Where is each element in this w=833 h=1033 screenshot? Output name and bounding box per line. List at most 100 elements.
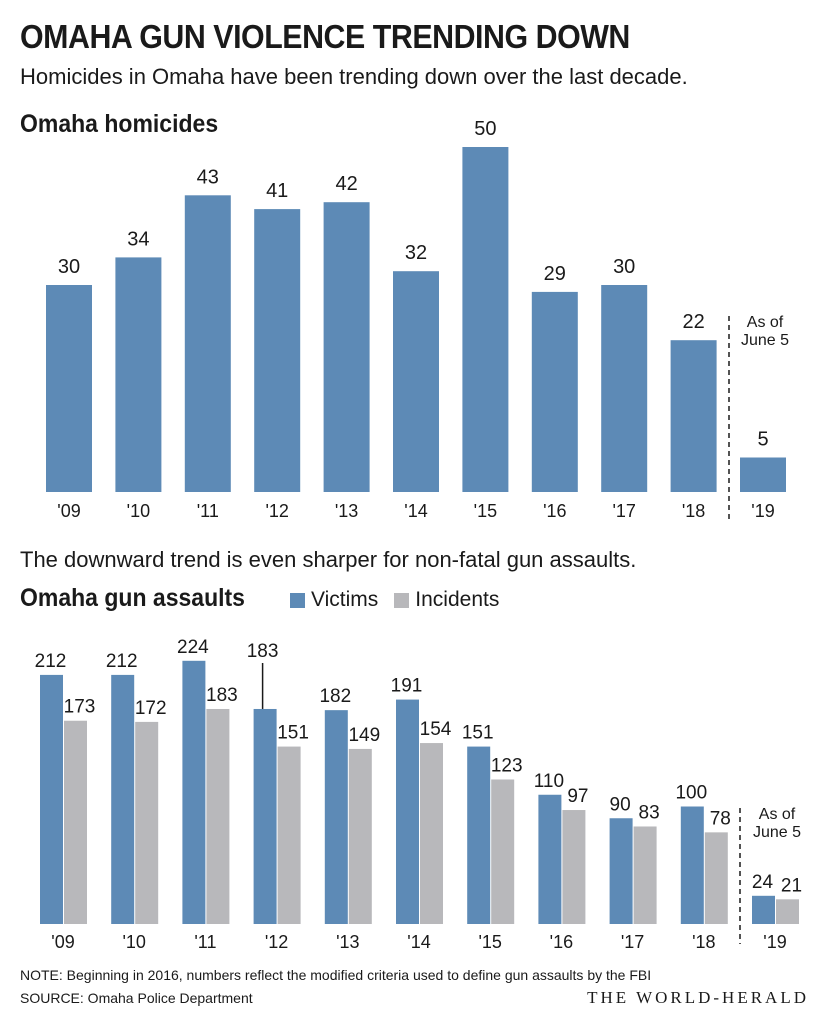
assault-victims-bar-14	[396, 699, 419, 924]
assault-incidents-value-label: 173	[64, 697, 96, 718]
assault-tick-label: '16	[550, 932, 573, 952]
assault-victims-value-label: 212	[35, 651, 67, 672]
assault-incidents-bar-17	[633, 826, 657, 924]
homicide-tick-label: '10	[127, 501, 150, 521]
assault-incidents-bar-13	[348, 748, 372, 924]
legend-victims: Victims	[290, 588, 378, 612]
legend-victims-label: Victims	[311, 588, 379, 611]
assault-incidents-value-label: 172	[135, 698, 167, 719]
assault-incidents-bar-15	[491, 779, 515, 924]
assault-victims-bar-16	[538, 794, 562, 924]
homicide-bar-17	[601, 285, 648, 492]
assaults-legend: Victims Incidents	[290, 588, 507, 612]
homicide-bar-10	[115, 257, 162, 492]
homicide-tick-label: '14	[404, 501, 427, 521]
assault-victims-bar-17	[609, 818, 633, 924]
assault-incidents-value-label: 149	[348, 725, 380, 746]
assault-incidents-value-label: 97	[567, 786, 588, 807]
legend-incidents-swatch	[394, 592, 410, 608]
footnote: NOTE: Beginning in 2016, numbers reflect…	[20, 967, 652, 983]
assault-incidents-bar-09	[64, 720, 87, 924]
homicide-bar-14	[393, 271, 439, 492]
assault-victims-value-label: 100	[675, 783, 707, 804]
assault-victims-value-label: 110	[534, 771, 564, 792]
assault-victims-bar-10	[111, 674, 135, 924]
homicide-value-label: 22	[682, 311, 704, 333]
homicide-annotation-line1: As of	[747, 314, 784, 331]
assaults-intro: The downward trend is even sharper for n…	[20, 547, 637, 572]
assault-incidents-bar-10	[135, 721, 159, 924]
brand-logo: THE WORLD-HERALD	[587, 988, 809, 1007]
assault-incidents-value-label: 83	[639, 802, 660, 823]
homicide-value-label: 30	[58, 256, 80, 278]
assault-victims-value-label: 212	[106, 651, 138, 672]
assault-victims-value-label: 191	[391, 676, 423, 697]
homicide-value-label: 34	[127, 228, 149, 250]
assault-incidents-bar-14	[420, 743, 443, 924]
chart-subtitle: Homicides in Omaha have been trending do…	[20, 64, 688, 89]
chart-title: OMAHA GUN VIOLENCE TRENDING DOWN	[20, 18, 630, 55]
assault-incidents-bar-12	[277, 746, 301, 924]
assault-victims-bar-15	[467, 746, 491, 924]
homicide-value-label: 42	[335, 173, 357, 195]
assault-victims-bar-11	[182, 660, 206, 924]
assault-tick-label: '11	[194, 932, 216, 952]
homicide-bar-19	[740, 457, 786, 492]
homicide-tick-label: '17	[612, 501, 635, 521]
homicide-tick-label: '12	[265, 501, 288, 521]
assault-tick-label: '18	[692, 932, 715, 952]
assault-incidents-bar-11	[206, 708, 230, 924]
homicide-tick-label: '11	[197, 501, 219, 521]
legend-incidents: Incidents	[394, 588, 499, 612]
homicides-chart: 30 '09 34 '10 43 '11 41 '12 42 '13 32 '14 50 '15 29 '16…	[46, 118, 789, 522]
assault-victims-value-label: 90	[610, 794, 631, 815]
homicide-value-label: 29	[544, 263, 566, 285]
homicide-tick-label: '09	[57, 501, 80, 521]
homicide-bar-15	[462, 147, 509, 492]
assault-tick-label: '09	[51, 932, 74, 952]
homicide-bar-18	[670, 340, 717, 492]
assault-incidents-value-label: 123	[491, 755, 523, 776]
homicide-tick-label: '15	[474, 501, 497, 521]
homicide-bar-16	[531, 291, 578, 492]
homicide-value-label: 50	[474, 118, 496, 140]
assault-annotation-line1: As of	[759, 806, 796, 823]
assault-tick-label: '14	[407, 932, 430, 952]
homicide-value-label: 32	[405, 242, 427, 264]
assault-victims-bar-13	[324, 710, 348, 924]
assault-incidents-value-label: 21	[781, 875, 802, 896]
assault-victims-value-label: 224	[177, 637, 209, 658]
assault-incidents-value-label: 183	[206, 685, 238, 706]
assault-annotation-line2: June 5	[753, 824, 801, 841]
assault-victims-bar-09	[40, 674, 63, 924]
assault-incidents-value-label: 151	[277, 723, 309, 744]
assault-tick-label: '19	[763, 932, 786, 952]
assaults-chart: 212 173 '09 212 172 '10 224 183 '11 183 151 '12 182 1…	[35, 637, 802, 952]
homicide-tick-label: '18	[682, 501, 705, 521]
legend-incidents-label: Incidents	[415, 588, 500, 611]
source-line: SOURCE: Omaha Police Department	[20, 990, 253, 1006]
assault-victims-value-label: 151	[462, 723, 494, 744]
homicide-value-label: 41	[266, 180, 288, 202]
assault-tick-label: '15	[478, 932, 501, 952]
assault-incidents-bar-18	[704, 832, 728, 924]
homicide-tick-label: '16	[543, 501, 566, 521]
assault-victims-value-label: 24	[752, 872, 774, 893]
homicide-bar-12	[254, 209, 301, 492]
homicide-value-label: 43	[197, 166, 219, 188]
assault-incidents-bar-19	[776, 899, 799, 924]
assault-incidents-value-label: 154	[420, 719, 452, 740]
homicide-tick-label: '13	[335, 501, 358, 521]
homicide-bar-13	[323, 202, 370, 492]
assault-tick-label: '12	[265, 932, 288, 952]
assault-victims-value-label: 182	[319, 686, 351, 707]
assault-victims-value-label: 183	[247, 641, 279, 662]
homicide-tick-label: '19	[751, 501, 774, 521]
assault-victims-bar-12	[253, 708, 277, 924]
homicide-bar-09	[46, 285, 92, 492]
assault-tick-label: '17	[621, 932, 644, 952]
homicide-value-label: 30	[613, 256, 635, 278]
assault-victims-bar-18	[680, 806, 704, 924]
assaults-title: Omaha gun assaults	[20, 584, 245, 612]
homicides-title: Omaha homicides	[20, 110, 219, 138]
